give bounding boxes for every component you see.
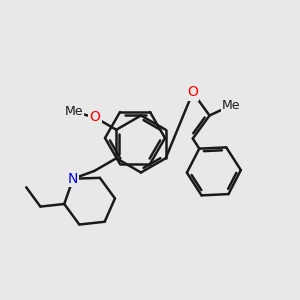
Text: Me: Me — [65, 105, 83, 119]
Text: N: N — [68, 172, 78, 186]
Text: O: O — [90, 110, 101, 124]
Text: Me: Me — [222, 99, 241, 112]
Text: O: O — [187, 85, 198, 99]
